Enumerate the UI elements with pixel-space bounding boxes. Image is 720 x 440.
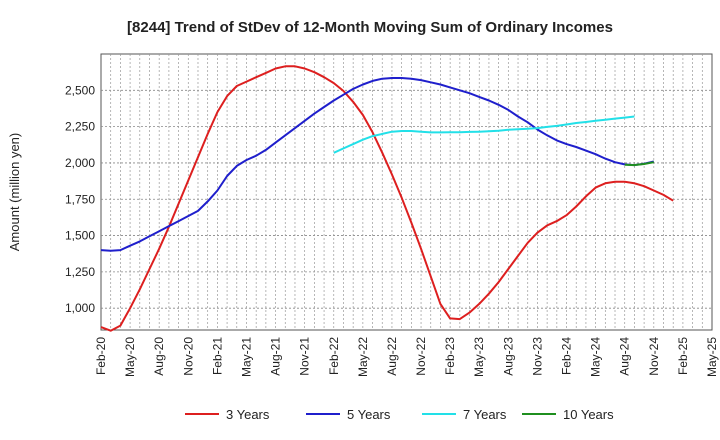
x-tick-label: Nov-21 [298,337,312,376]
x-tick-label: Feb-23 [443,337,457,375]
x-tick-label: Aug-20 [152,337,166,376]
series-line-5-years [100,77,655,252]
x-axis-ticks: Feb-20 May-20 Aug-20 Nov-20 Feb-21 May-21 Aug-… [94,337,719,377]
x-tick-label: Nov-24 [647,337,661,376]
y-tick-label: 1,750 [65,192,95,206]
x-tick-label: May-22 [356,337,370,377]
x-tick-label: May-23 [472,337,486,377]
y-tick-label: 2,500 [65,83,95,97]
x-tick-label: Aug-22 [385,337,399,376]
grid-lines [101,54,712,330]
x-tick-label: May-21 [239,337,253,377]
x-tick-label: Aug-23 [501,337,515,376]
x-tick-label: Nov-20 [181,337,195,376]
x-tick-label: May-25 [705,337,719,377]
y-axis-ticks: 1,000 1,250 1,500 1,750 2,000 2,250 2,500 [65,83,95,315]
x-tick-label: Nov-23 [530,337,544,376]
y-tick-label: 1,000 [65,301,95,315]
x-tick-label: Feb-25 [676,337,690,375]
x-tick-label: Aug-21 [269,337,283,376]
x-tick-label: May-20 [123,337,137,377]
x-tick-label: May-24 [589,337,603,377]
legend: 3 Years 5 Years 7 Years 10 Years [185,407,614,422]
x-tick-label: Feb-22 [327,337,341,375]
y-axis-label: Amount (million yen) [7,133,22,252]
series-line-3-years [100,65,674,332]
chart-title: [8244] Trend of StDev of 12-Month Moving… [127,19,613,36]
series-line-7-years [333,115,635,154]
legend-label: 10 Years [563,407,614,422]
x-tick-label: Feb-21 [210,337,224,375]
x-tick-label: Nov-22 [414,337,428,376]
plot-area [100,53,713,331]
legend-label: 7 Years [463,407,507,422]
legend-label: 3 Years [226,407,270,422]
y-tick-label: 2,250 [65,120,95,134]
x-tick-label: Aug-24 [618,337,632,376]
x-tick-label: Feb-20 [94,337,108,375]
series-layer [100,65,674,332]
y-tick-label: 1,500 [65,229,95,243]
y-tick-label: 2,000 [65,156,95,170]
y-tick-label: 1,250 [65,265,95,279]
x-tick-label: Feb-24 [560,337,574,375]
legend-label: 5 Years [347,407,391,422]
series-line-10-years [624,161,654,167]
